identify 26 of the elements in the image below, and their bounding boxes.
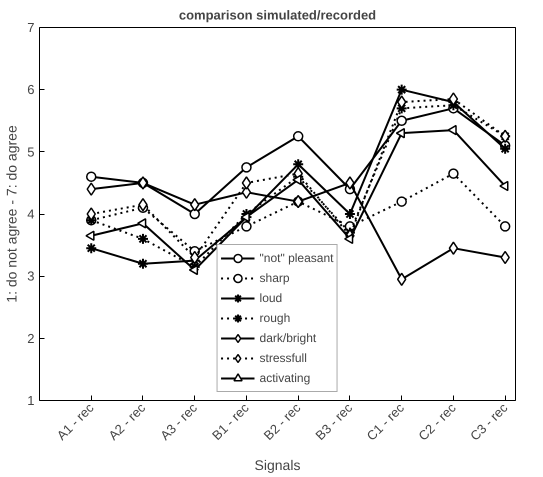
legend-label: loud — [260, 291, 282, 305]
legend-label: sharp — [260, 271, 290, 285]
y-tick-label: 2 — [27, 330, 35, 346]
x-tick-label: C3 - rec — [467, 400, 511, 444]
y-tick-label: 5 — [27, 144, 35, 160]
legend-label: "not" pleasant — [260, 251, 334, 265]
x-tick-label: A2 - rec — [105, 400, 149, 443]
chart-title: comparison simulated/recorded — [178, 8, 376, 22]
x-tick-label: B3 - rec — [312, 400, 356, 443]
x-tick-label: A1 - rec — [54, 400, 97, 443]
y-tick-label: 1 — [27, 393, 35, 408]
y-tick-label: 4 — [27, 206, 35, 222]
x-tick-label: C2 - rec — [415, 400, 460, 444]
legend-label: activating — [260, 371, 310, 385]
legend-label: dark/bright — [260, 331, 316, 345]
y-tick-label: 7 — [27, 20, 35, 35]
x-axis-title: Signals — [254, 456, 300, 473]
x-tick-label: C1 - rec — [364, 400, 408, 444]
x-tick-label: B1 - rec — [208, 400, 252, 443]
x-tick-label: B2 - rec — [260, 400, 304, 443]
y-tick-label: 3 — [27, 268, 35, 284]
legend-label: stressfull — [260, 351, 307, 365]
x-tick-label: A3 - rec — [157, 400, 200, 443]
legend-label: rough — [260, 311, 290, 325]
y-axis-title: 1: do not agree - 7: do agree — [3, 125, 20, 303]
y-tick-label: 6 — [27, 82, 35, 98]
